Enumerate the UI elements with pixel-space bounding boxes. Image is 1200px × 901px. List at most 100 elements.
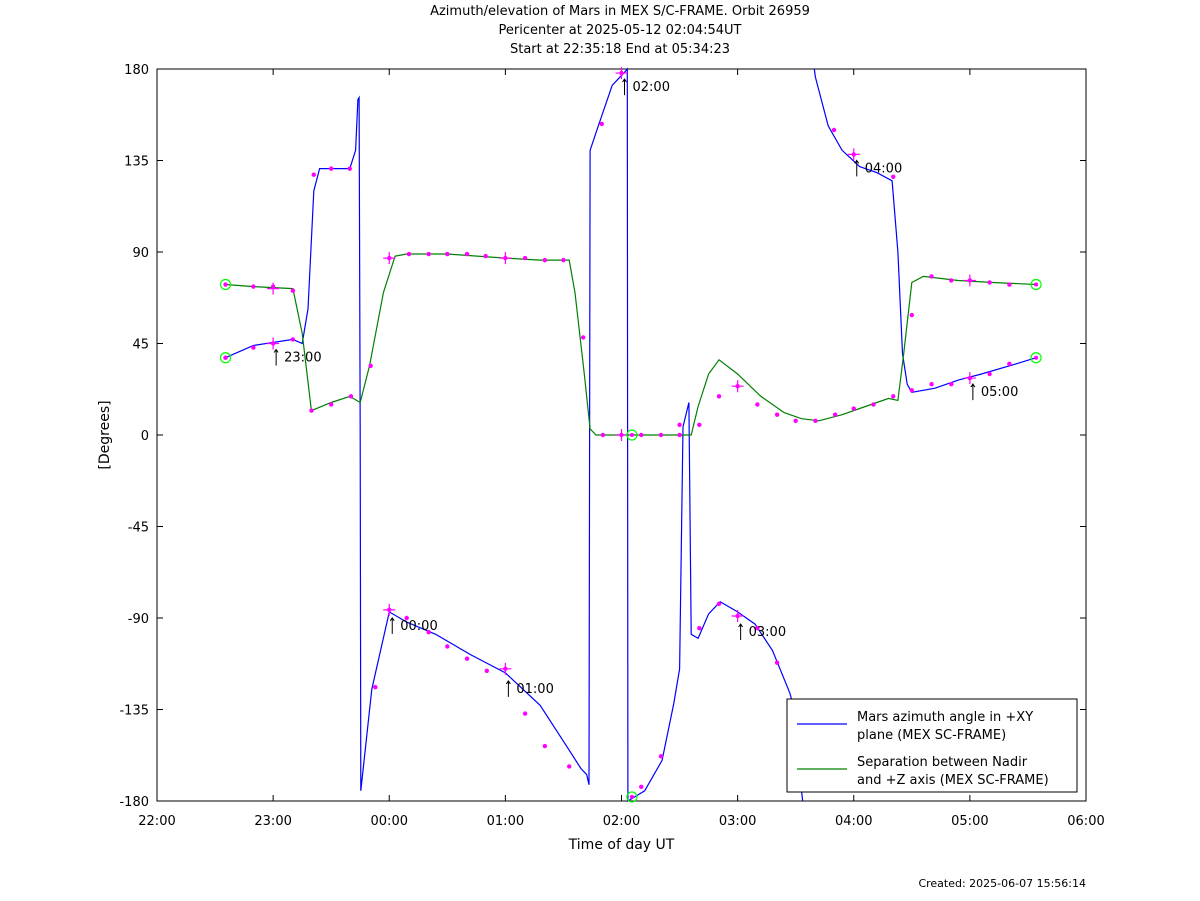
y-tick-label: -90	[128, 612, 149, 627]
annotation-arrow	[970, 383, 976, 401]
y-tick-label: 135	[124, 155, 149, 170]
chart-subtitle-start-end: Start at 22:35:18 End at 05:34:23	[509, 42, 731, 57]
start-end-dot	[1034, 355, 1039, 360]
data-point	[328, 402, 334, 407]
annotation-arrow	[622, 78, 627, 96]
x-tick-label: 02:00	[603, 814, 640, 829]
start-end-circle	[626, 791, 638, 803]
data-point	[542, 257, 548, 263]
legend-label: and +Z axis (MEX SC-FRAME)	[857, 773, 1049, 788]
data-point	[658, 754, 664, 759]
hour-cross-marker	[731, 609, 744, 622]
data-point	[567, 764, 572, 769]
x-tick-label: 04:00	[835, 814, 872, 829]
data-point	[426, 251, 431, 257]
legend-label: plane (MEX SC-FRAME)	[857, 728, 1006, 743]
data-point	[311, 172, 316, 177]
start-end-circle	[1030, 352, 1042, 364]
legend-box	[786, 698, 1078, 793]
data-point	[347, 166, 352, 171]
annotation-label: 03:00	[749, 625, 786, 640]
y-tick-label: 180	[124, 63, 149, 78]
data-point	[309, 408, 314, 413]
x-tick-label: 05:00	[951, 814, 988, 829]
data-point	[404, 615, 409, 621]
data-point	[813, 418, 818, 423]
marker-layer	[219, 67, 1042, 803]
y-tick-label: -135	[119, 704, 149, 719]
data-point	[561, 257, 566, 263]
data-point	[774, 412, 780, 417]
data-point	[445, 644, 450, 649]
hour-cross-marker	[383, 603, 396, 616]
data-point	[658, 432, 664, 438]
annotation-label: 01:00	[516, 682, 553, 697]
data-point	[851, 406, 856, 411]
start-end-dot	[223, 282, 228, 287]
data-point	[832, 412, 838, 417]
x-tick-label: 00:00	[371, 814, 408, 829]
annotation-layer: 23:00 00:00 01:00 02:00 03:00 04:00 05:00	[273, 78, 1018, 697]
start-end-circle	[219, 352, 232, 364]
start-end-dot	[629, 794, 634, 799]
data-point	[755, 625, 760, 631]
hour-cross-marker	[383, 252, 396, 265]
y-tick-label: 45	[132, 338, 149, 353]
data-point	[348, 394, 354, 399]
axes-layer: 22:00 23:00 00:00 01:00 02:00 03:00 04:00 05:00…	[97, 63, 1105, 853]
y-tick-label: -45	[128, 521, 149, 536]
annotation-label: 05:00	[981, 385, 1018, 400]
x-tick-label: 06:00	[1067, 814, 1104, 829]
start-end-dot	[629, 433, 634, 437]
data-point	[1007, 361, 1012, 367]
annotation-arrow	[273, 348, 279, 366]
data-point	[368, 363, 373, 369]
data-point	[1007, 282, 1012, 287]
data-point	[949, 381, 954, 387]
data-point	[929, 381, 934, 387]
data-point	[522, 711, 528, 716]
data-point	[774, 660, 780, 665]
annotation-label: 04:00	[865, 161, 902, 176]
data-point	[697, 422, 702, 428]
data-point	[987, 371, 992, 377]
annotation-arrow	[738, 623, 744, 640]
data-point	[716, 601, 722, 606]
series-line-0-b	[813, 68, 1037, 393]
data-point	[522, 255, 528, 261]
data-point	[677, 432, 682, 438]
created-timestamp: Created: 2025-06-07 15:56:14	[918, 877, 1086, 890]
data-point	[464, 656, 470, 661]
annotation-arrow	[389, 616, 395, 634]
start-end-circle	[219, 278, 232, 291]
data-point	[909, 388, 915, 393]
series-line-1	[225, 253, 1037, 436]
chart-subtitle-pericenter: Pericenter at 2025-05-12 02:04:54UT	[498, 23, 742, 38]
x-axis-label: Time of day UT	[568, 837, 675, 853]
y-tick-label: 0	[141, 429, 149, 444]
data-point	[406, 251, 412, 257]
legend-label: Separation between Nadir	[857, 755, 1028, 770]
start-end-dot	[223, 355, 228, 360]
x-tick-label: 23:00	[254, 814, 291, 829]
data-point	[328, 166, 334, 171]
data-point	[542, 743, 548, 749]
hour-cross-marker	[963, 274, 976, 287]
data-point	[464, 251, 470, 257]
data-point	[891, 174, 896, 179]
hour-cross-marker	[499, 662, 512, 675]
data-point	[929, 274, 934, 279]
data-point	[716, 394, 722, 399]
data-point	[251, 345, 256, 350]
data-point	[697, 625, 702, 631]
hour-cross-marker	[499, 252, 512, 265]
annotation-label: 00:00	[400, 619, 437, 634]
legend-layer: Mars azimuth angle in +XY plane (MEX SC-F…	[786, 698, 1078, 793]
data-point	[373, 684, 378, 690]
data-point	[445, 251, 450, 257]
hour-cross-marker	[963, 372, 976, 385]
data-point	[600, 432, 606, 438]
hour-cross-marker	[847, 148, 860, 161]
data-point	[871, 402, 876, 407]
y-tick-label: 90	[132, 246, 149, 261]
